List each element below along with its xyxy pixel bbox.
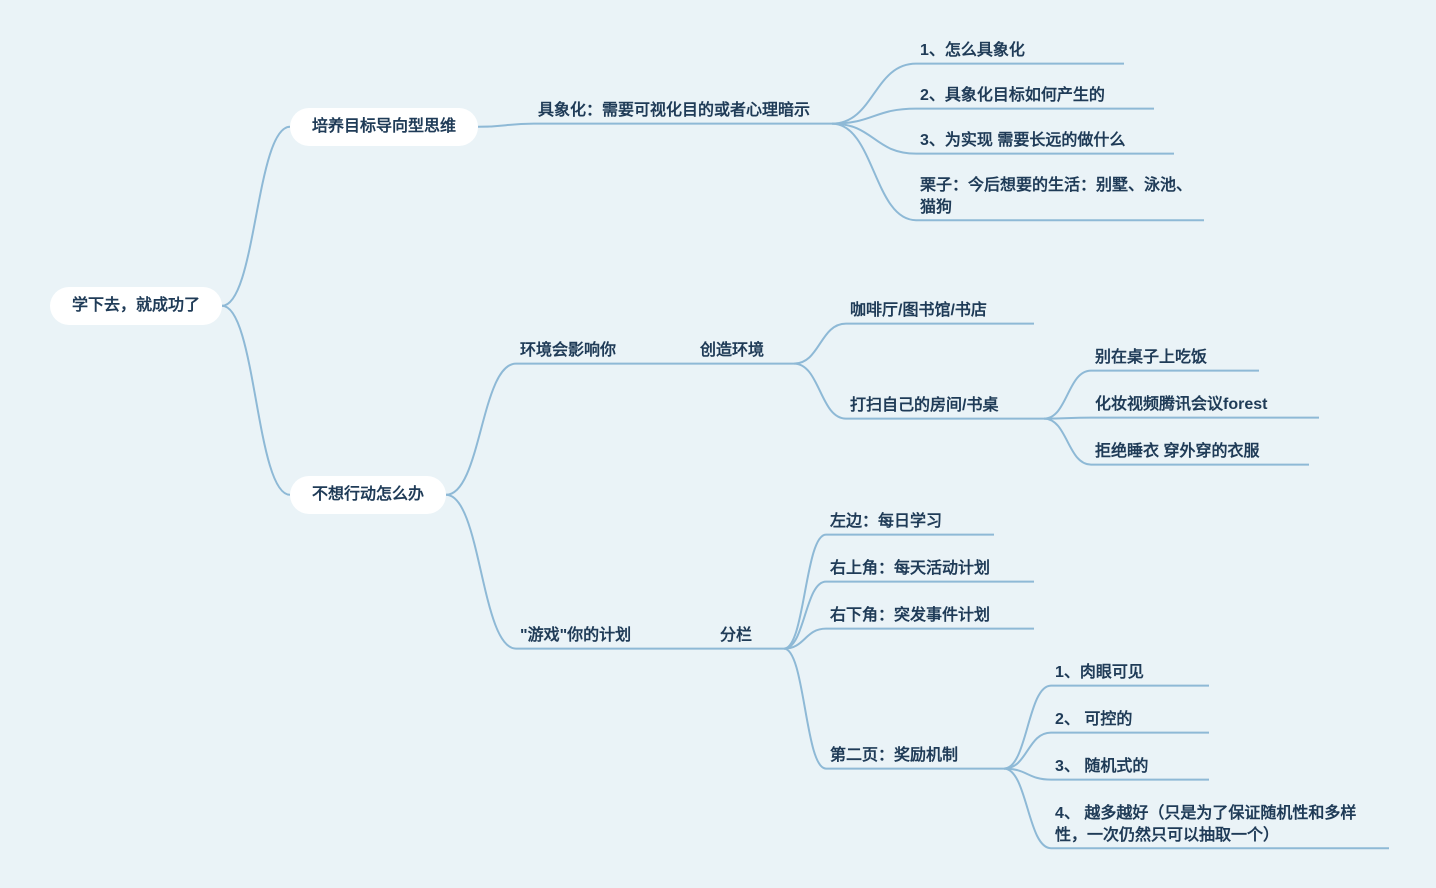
- node-root[interactable]: 学下去，就成功了: [50, 287, 222, 325]
- node-n_goal[interactable]: 培养目标导向型思维: [290, 108, 478, 146]
- node-n_sleep[interactable]: 拒绝睡衣 穿外穿的衣服: [1095, 441, 1305, 463]
- node-n_split[interactable]: 分栏: [720, 625, 780, 647]
- node-n_eat[interactable]: 别在桌子上吃饭: [1095, 347, 1255, 369]
- node-n_c4[interactable]: 栗子：今后想要的生活：别墅、泳池、猫狗: [920, 175, 1200, 218]
- node-n_clean[interactable]: 打扫自己的房间/书桌: [850, 395, 1040, 417]
- node-n_left[interactable]: 左边：每日学习: [830, 511, 990, 533]
- node-n_r2[interactable]: 2、 可控的: [1055, 709, 1205, 731]
- node-n_concrete[interactable]: 具象化：需要可视化目的或者心理暗示: [538, 100, 828, 122]
- node-n_create[interactable]: 创造环境: [700, 340, 790, 362]
- mindmap-canvas: 学下去，就成功了 培养目标导向型思维 具象化：需要可视化目的或者心理暗示 1、怎么具象…: [0, 0, 1436, 888]
- node-n_game[interactable]: "游戏"你的计划: [520, 625, 670, 647]
- node-n_c1[interactable]: 1、怎么具象化: [920, 40, 1120, 62]
- node-n_cafe[interactable]: 咖啡厅/图书馆/书店: [850, 300, 1030, 322]
- node-n_env[interactable]: 环境会影响你: [520, 340, 650, 362]
- node-n_action[interactable]: 不想行动怎么办: [290, 476, 446, 514]
- node-n_c2[interactable]: 2、具象化目标如何产生的: [920, 85, 1150, 107]
- node-n_topr[interactable]: 右上角：每天活动计划: [830, 558, 1030, 580]
- node-n_page2[interactable]: 第二页：奖励机制: [830, 745, 1000, 767]
- node-n_makeup[interactable]: 化妆视频腾讯会议forest: [1095, 394, 1315, 416]
- node-n_r3[interactable]: 3、 随机式的: [1055, 756, 1205, 778]
- node-n_botr[interactable]: 右下角：突发事件计划: [830, 605, 1030, 627]
- node-n_r4[interactable]: 4、 越多越好（只是为了保证随机性和多样性，一次仍然只可以抽取一个）: [1055, 803, 1385, 846]
- node-n_r1[interactable]: 1、肉眼可见: [1055, 662, 1205, 684]
- node-n_c3[interactable]: 3、为实现 需要长远的做什么: [920, 130, 1170, 152]
